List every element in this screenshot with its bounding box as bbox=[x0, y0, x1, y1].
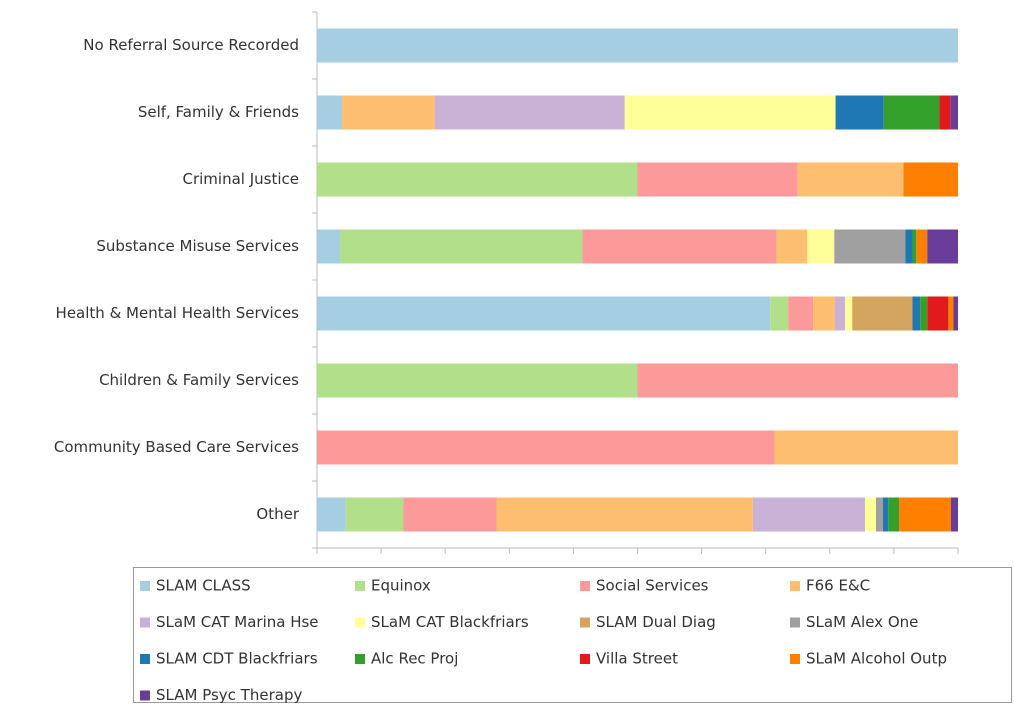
bar-segment bbox=[875, 497, 884, 532]
bar-segment bbox=[865, 497, 876, 532]
y-tick-label: Children & Family Services bbox=[99, 371, 299, 389]
y-tick-label: Other bbox=[256, 505, 299, 523]
y-tick-label: Self, Family & Friends bbox=[138, 103, 299, 121]
bar-segment bbox=[807, 229, 835, 264]
bar-segment bbox=[317, 28, 958, 63]
bar-segment bbox=[903, 162, 958, 197]
bar-segment bbox=[927, 296, 949, 331]
legend-swatch bbox=[580, 581, 590, 591]
legend-label: SLaM CAT Marina Hse bbox=[156, 613, 319, 631]
legend-swatch bbox=[790, 617, 800, 628]
bar-segment bbox=[776, 229, 808, 264]
bar-segment bbox=[927, 229, 958, 264]
legend-label: SLaM CAT Blackfriars bbox=[371, 613, 529, 631]
bar-segment bbox=[317, 296, 771, 331]
y-tick-label: No Referral Source Recorded bbox=[83, 36, 299, 54]
legend-swatch bbox=[790, 654, 800, 664]
bar-segment bbox=[582, 229, 777, 264]
bar-segment bbox=[340, 229, 583, 264]
legend-label: SLaM Alcohol Outp bbox=[806, 650, 947, 668]
bar-segment bbox=[950, 95, 958, 130]
legend-swatch bbox=[580, 654, 590, 664]
legend-label: Alc Rec Proj bbox=[371, 650, 458, 668]
y-tick-label: Community Based Care Services bbox=[54, 438, 299, 456]
y-tick-label: Criminal Justice bbox=[183, 170, 300, 188]
bar-segment bbox=[905, 229, 913, 264]
bar-segment bbox=[770, 296, 789, 331]
legend-swatch bbox=[140, 690, 150, 701]
bar-segment bbox=[953, 296, 958, 331]
bar-segment bbox=[813, 296, 835, 331]
bar-segment bbox=[403, 497, 497, 532]
bar-segment bbox=[637, 162, 798, 197]
bar-segment bbox=[752, 497, 866, 532]
legend-label: SLAM CDT Blackfriars bbox=[156, 650, 318, 668]
bar-segment bbox=[317, 497, 346, 532]
legend-label: Equinox bbox=[371, 577, 431, 595]
bar-segment bbox=[345, 497, 404, 532]
legend-label: SLAM Dual Diag bbox=[596, 613, 716, 631]
bar-segment bbox=[899, 497, 951, 532]
bar-segment bbox=[939, 95, 951, 130]
bar-segment bbox=[834, 296, 846, 331]
bar-segment bbox=[852, 296, 913, 331]
bar-segment bbox=[834, 229, 906, 264]
bar-segment bbox=[912, 296, 921, 331]
bar-segment bbox=[317, 95, 342, 130]
bar-segment bbox=[835, 95, 884, 130]
legend-swatch bbox=[355, 581, 365, 591]
legend-swatch bbox=[355, 617, 365, 628]
bar-segment bbox=[797, 162, 904, 197]
bar-segment bbox=[496, 497, 753, 532]
bar-segment bbox=[637, 363, 958, 398]
bar-segment bbox=[624, 95, 836, 130]
legend-swatch bbox=[140, 654, 150, 664]
bar-segment bbox=[883, 497, 889, 532]
bar-segment bbox=[317, 229, 341, 264]
legend-label: F66 E&C bbox=[806, 577, 870, 595]
y-tick-label: Health & Mental Health Services bbox=[56, 304, 300, 322]
legend-swatch bbox=[140, 581, 150, 591]
legend-box bbox=[133, 567, 1012, 703]
bar-segment bbox=[912, 229, 917, 264]
legend-swatch bbox=[790, 581, 800, 591]
legend-swatch bbox=[580, 617, 590, 628]
bar-segment bbox=[883, 95, 940, 130]
bar-segment bbox=[920, 296, 928, 331]
legend-label: Villa Street bbox=[596, 650, 678, 668]
bar-segment bbox=[341, 95, 435, 130]
bar-segment bbox=[916, 229, 928, 264]
bar-segment bbox=[888, 497, 900, 532]
legend-label: SLAM Psyc Therapy bbox=[156, 686, 302, 704]
bar-segment bbox=[774, 430, 958, 465]
bar-segment bbox=[788, 296, 814, 331]
bar-segment bbox=[317, 363, 638, 398]
y-tick-label: Substance Misuse Services bbox=[96, 237, 299, 255]
bar-segment bbox=[317, 430, 775, 465]
legend-label: SLAM CLASS bbox=[156, 577, 251, 595]
legend-swatch bbox=[140, 617, 150, 628]
bar-segment bbox=[845, 296, 853, 331]
bar-segment bbox=[948, 296, 954, 331]
bar-segment bbox=[950, 497, 958, 532]
bar-segment bbox=[317, 162, 638, 197]
bar-segment bbox=[434, 95, 625, 130]
legend-label: SLaM Alex One bbox=[806, 613, 918, 631]
legend-label: Social Services bbox=[596, 577, 709, 595]
legend-swatch bbox=[355, 654, 365, 664]
